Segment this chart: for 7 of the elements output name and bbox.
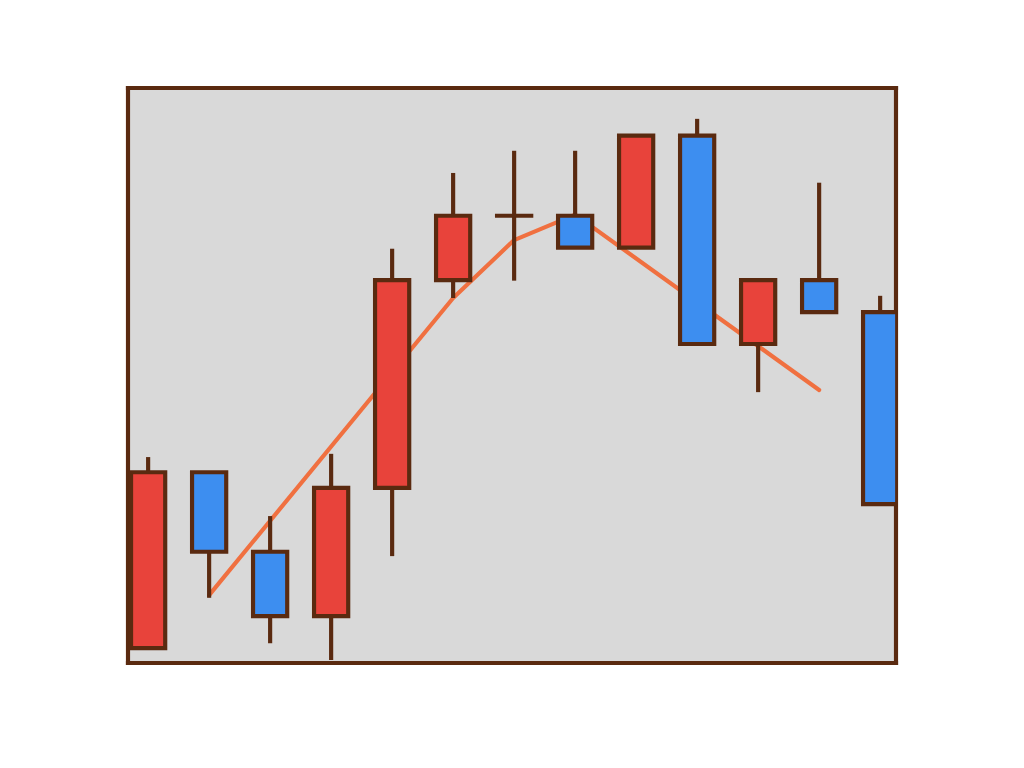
candlestick: [189, 470, 229, 598]
candlestick: [555, 150, 595, 250]
candlestick: [738, 278, 778, 393]
candlestick: [250, 516, 290, 644]
candlestick: [616, 133, 656, 250]
candlestick: [799, 182, 839, 315]
candlestick: [372, 248, 412, 557]
